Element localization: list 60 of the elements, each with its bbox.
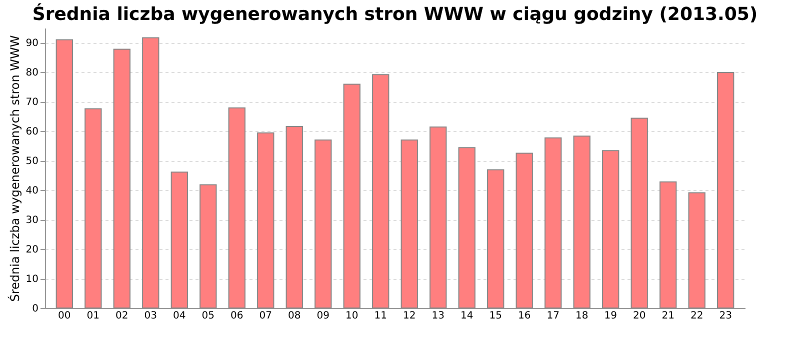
y-axis-title: Średnia liczba wygenerowanych stron WWW [6, 35, 22, 302]
bar [200, 184, 217, 308]
bar [56, 39, 73, 308]
bar [487, 169, 504, 308]
bar [286, 126, 303, 308]
x-tick-label: 16 [518, 310, 531, 322]
bar [516, 152, 533, 308]
bar [372, 74, 390, 308]
y-tick-label: 50 [26, 156, 38, 168]
bar [717, 72, 734, 308]
x-tick-label: 07 [259, 310, 272, 322]
x-tick-label: 14 [460, 310, 474, 322]
y-tick-label: 80 [26, 68, 38, 79]
bar [430, 126, 447, 308]
x-tick-label: 15 [489, 310, 502, 322]
x-tick-label: 03 [144, 310, 158, 322]
bar [573, 136, 590, 308]
x-tick-label: 09 [316, 310, 330, 322]
x-tick-label: 08 [288, 310, 301, 322]
y-tick-label: 60 [26, 126, 38, 138]
bar [314, 140, 332, 308]
x-tick-label: 18 [575, 310, 588, 322]
y-tick-label: 20 [26, 244, 38, 256]
x-tick-label: 17 [546, 310, 560, 322]
bar [544, 137, 562, 308]
y-tick-label: 40 [26, 186, 38, 197]
x-tick-label: 19 [604, 310, 617, 322]
x-tick-label: 21 [662, 310, 674, 322]
x-tick-label: 23 [719, 310, 732, 322]
y-tick-label: 10 [26, 274, 38, 286]
x-tick-label: 11 [374, 310, 387, 322]
x-tick-label: 22 [690, 310, 704, 322]
x-tick-label: 01 [86, 310, 100, 322]
bar [343, 84, 360, 308]
bar [660, 181, 677, 308]
bar [113, 48, 130, 308]
y-tick-label: 70 [26, 97, 38, 108]
x-tick-label: 00 [58, 310, 71, 322]
bar [257, 132, 274, 308]
x-tick-label: 06 [230, 310, 244, 322]
x-tick-label: 05 [202, 310, 215, 322]
bar [228, 107, 246, 308]
x-tick-label: 13 [432, 310, 444, 322]
bar [170, 172, 188, 308]
bar [602, 150, 620, 308]
x-tick-label: 20 [632, 310, 646, 322]
bar [458, 147, 476, 308]
y-tick-label: 90 [26, 38, 38, 50]
x-tick-label: 04 [173, 310, 186, 322]
x-tick-label: 10 [346, 310, 358, 322]
x-tick-label: 02 [116, 310, 128, 322]
y-tick-label: 30 [26, 215, 38, 226]
bar [688, 192, 706, 308]
bar [400, 140, 418, 308]
bar [630, 118, 648, 308]
bar [142, 37, 160, 308]
y-tick-label: 0 [32, 304, 38, 314]
chart-title: Średnia liczba wygenerowanych stron WWW w ciągu godziny (2013.05) [32, 3, 758, 25]
bar [84, 108, 102, 308]
x-tick-label: 12 [403, 310, 416, 322]
